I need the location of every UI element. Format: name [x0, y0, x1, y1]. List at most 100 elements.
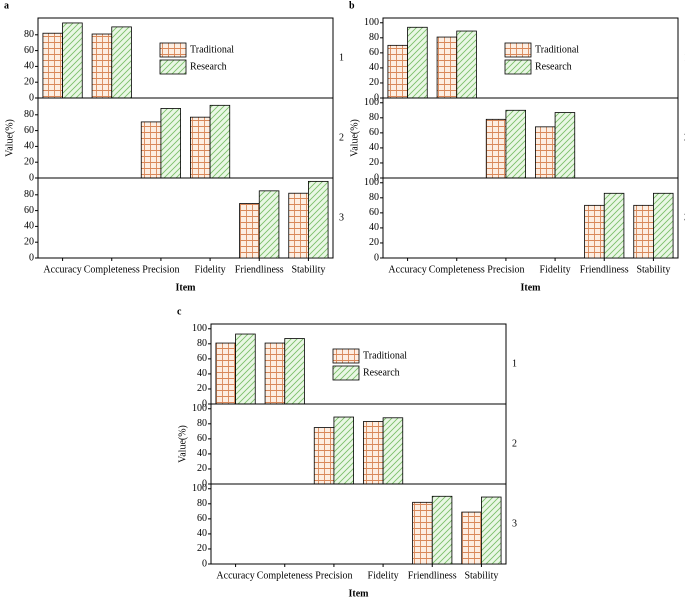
legend-label: Traditional [363, 350, 407, 361]
x-tick-label: Fidelity [368, 570, 399, 581]
y-tick-label: 100 [192, 483, 207, 494]
y-tick-label: 60 [369, 207, 379, 218]
y-tick-label: 0 [202, 398, 207, 409]
y-tick-label: 20 [24, 156, 34, 167]
x-tick-label: Friendliness [235, 264, 284, 275]
y-tick-label: 0 [374, 92, 379, 103]
y-tick-label: 40 [369, 222, 379, 233]
y-tick-label: 80 [369, 32, 379, 43]
bar [140, 121, 162, 179]
x-tick-label: Precision [487, 264, 524, 275]
x-tick-label: Accuracy [43, 264, 81, 275]
bar [554, 112, 576, 179]
legend-swatch [332, 348, 360, 364]
x-axis-label: Item [349, 588, 370, 597]
x-tick-label: Accuracy [216, 570, 254, 581]
y-tick-label: 40 [24, 141, 34, 152]
bar [308, 180, 329, 259]
y-tick-label: 0 [29, 92, 34, 103]
bar [461, 511, 482, 565]
y-tick-label: 80 [24, 109, 34, 120]
bar [284, 338, 305, 405]
y-tick-label: 60 [24, 125, 34, 136]
legend-swatch [159, 42, 187, 58]
y-tick-label: 20 [197, 383, 207, 394]
x-tick-label: Completeness [257, 570, 313, 581]
panel-frame [210, 403, 507, 485]
x-tick-label: Precision [315, 570, 352, 581]
y-tick-label: 20 [369, 157, 379, 168]
bar [535, 126, 556, 179]
bar [91, 33, 113, 99]
y-tick-label: 60 [197, 433, 207, 444]
y-tick-label: 80 [24, 29, 34, 40]
legend-label: Research [535, 61, 572, 72]
y-axis-label: Value(%) [4, 119, 15, 157]
y-tick-label: 60 [369, 47, 379, 58]
bar [333, 416, 354, 485]
y-tick-label: 0 [29, 252, 34, 263]
panel-label: 1 [339, 52, 344, 63]
y-tick-label: 80 [197, 498, 207, 509]
bar [485, 118, 507, 179]
bar [363, 421, 384, 485]
bar [603, 192, 625, 259]
y-tick-label: 40 [24, 61, 34, 72]
y-axis-label: Value(%) [177, 425, 188, 463]
y-tick-label: 0 [29, 172, 34, 183]
y-axis-label: Value(%) [349, 119, 360, 157]
x-tick-label: Accuracy [388, 264, 426, 275]
bar [190, 116, 211, 179]
y-tick-label: 0 [202, 478, 207, 489]
panel-letter: c [177, 306, 182, 317]
y-tick-label: 20 [369, 237, 379, 248]
y-tick-label: 80 [197, 338, 207, 349]
y-tick-label: 40 [197, 528, 207, 539]
bar [436, 36, 458, 99]
y-tick-label: 20 [197, 463, 207, 474]
y-tick-label: 80 [369, 112, 379, 123]
x-tick-label: Friendliness [408, 570, 457, 581]
x-axis-label: Item [521, 282, 542, 293]
bar [505, 109, 526, 179]
panel-label: 2 [512, 438, 517, 449]
bar [313, 427, 335, 485]
bar [160, 108, 181, 179]
panel-frame [37, 97, 334, 179]
x-tick-label: Precision [142, 264, 179, 275]
bar [481, 496, 502, 565]
bar [42, 32, 63, 99]
legend-label: Traditional [535, 44, 579, 55]
panel-label: 3 [339, 212, 344, 223]
y-tick-label: 40 [197, 368, 207, 379]
y-tick-label: 20 [24, 76, 34, 87]
bar [407, 26, 428, 99]
y-tick-label: 0 [202, 558, 207, 569]
bar [584, 204, 605, 259]
bar [215, 342, 236, 405]
bar [288, 192, 309, 259]
y-tick-label: 20 [197, 543, 207, 554]
bar [412, 501, 433, 565]
bar [633, 204, 654, 259]
panel-frame [382, 177, 679, 259]
bar [387, 44, 408, 99]
bar [382, 417, 404, 485]
legend-label: Research [363, 367, 400, 378]
x-tick-label: Completeness [429, 264, 485, 275]
y-tick-label: 100 [364, 17, 379, 28]
legend-swatch [332, 365, 360, 381]
panel-label: 1 [512, 358, 517, 369]
y-tick-label: 100 [192, 403, 207, 414]
x-tick-label: Stability [464, 570, 498, 581]
y-tick-label: 0 [374, 252, 379, 263]
x-tick-label: Completeness [84, 264, 140, 275]
panel-label: 2 [339, 132, 344, 143]
x-tick-label: Fidelity [540, 264, 571, 275]
y-tick-label: 80 [197, 418, 207, 429]
bar [239, 203, 260, 259]
y-tick-label: 80 [24, 189, 34, 200]
bar [653, 192, 674, 259]
bar [62, 22, 83, 99]
